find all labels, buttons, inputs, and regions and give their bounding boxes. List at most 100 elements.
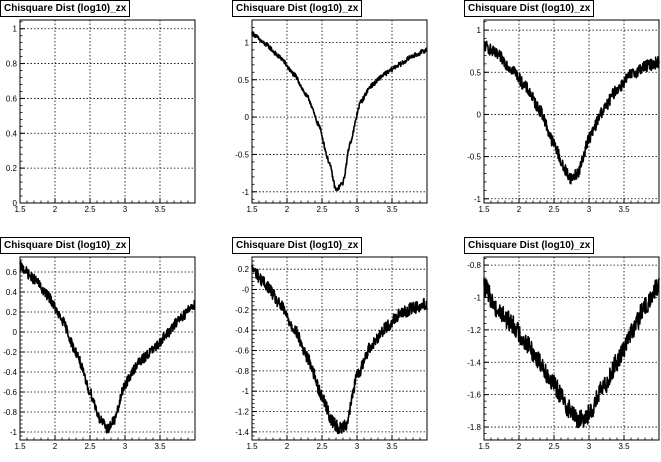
x-tick-label: 3 [355, 442, 360, 451]
pad-5: 1.5 2 2.5 3 3.5 -1.4 -1.2 -1 -0.8 -0.6 -0.4 -0.2 -0 0… [232, 237, 452, 462]
plot-frame [19, 256, 196, 441]
plot-6: 1.5 2 2.5 3 3.5 -1.8 -1.6 -1.4 -1.2 -1 -0.8 [467, 256, 660, 451]
y-tick-label: -0.2 [3, 348, 17, 357]
pad-6: 1.5 2 2.5 3 3.5 -1.8 -1.6 -1.4 -1.2 -1 -0.8 Chisqu… [464, 237, 661, 462]
plot-frame [19, 19, 196, 204]
y-tick-label: 0.2 [6, 308, 18, 317]
data-trace [483, 40, 660, 185]
y-tick-label: 0.4 [6, 129, 18, 138]
data-trace [19, 260, 196, 434]
data-trace [251, 31, 428, 192]
y-tick-label: 0.8 [6, 60, 18, 69]
x-tick-label: 2 [517, 205, 522, 214]
x-tick-label: 2.5 [316, 205, 328, 214]
y-tick-label: -1.6 [467, 391, 481, 400]
y-tick-label: -1 [474, 195, 482, 204]
y-tick-label: -0.6 [3, 388, 17, 397]
pad-title: Chisquare Dist (log10)_zx [464, 237, 595, 254]
y-tick-label: -0.6 [235, 347, 249, 356]
y-tick-label: -0 [242, 286, 250, 295]
pad-title: Chisquare Dist (log10)_zx [0, 237, 131, 254]
plot-frame [483, 256, 660, 441]
plot-4: 1.5 2 2.5 3 3.5 -1 -0.8 -0.6 -0.4 -0.2 0 0.2 0.4 0.6 [3, 256, 196, 451]
y-tick-label: -1.4 [467, 358, 481, 367]
x-tick-label: 3 [123, 205, 128, 214]
x-tick-label: 2.5 [548, 205, 560, 214]
y-tick-label: -0.8 [3, 408, 17, 417]
x-tick-label: 3 [123, 442, 128, 451]
y-tick-label: 1 [245, 38, 250, 47]
x-tick-label: 2 [285, 205, 290, 214]
y-tick-label: 1 [13, 25, 18, 34]
y-tick-label: -1 [474, 293, 482, 302]
y-tick-label: -0.2 [235, 306, 249, 315]
y-tick-label: -1 [10, 428, 18, 437]
y-tick-label: -1.8 [467, 423, 481, 432]
data-trace [483, 278, 660, 429]
x-tick-label: 3 [587, 442, 592, 451]
y-tick-label: -0.8 [235, 367, 249, 376]
y-tick-label: -0.8 [467, 261, 481, 270]
x-tick-label: 1.5 [246, 205, 258, 214]
pad-1: 1.5 2 2.5 3 3.5 0 0.2 0.4 0.6 0.8 1 Chisquare Dist… [0, 0, 220, 225]
x-tick-label: 1.5 [478, 205, 490, 214]
x-tick-label: 2 [517, 442, 522, 451]
x-tick-label: 3.5 [154, 205, 166, 214]
y-tick-label: -1 [242, 387, 250, 396]
y-tick-label: 0.6 [6, 268, 18, 277]
y-tick-label: 0 [13, 199, 18, 208]
plot-2: 1.5 2 2.5 3 3.5 -1 -0.5 0 0.5 1 [235, 19, 428, 214]
plot-3: 1.5 2 2.5 3 3.5 -1 -0.5 0 0.5 1 [467, 19, 660, 214]
x-tick-label: 2.5 [316, 442, 328, 451]
x-tick-label: 1.5 [478, 442, 490, 451]
y-tick-label: -0.4 [235, 326, 249, 335]
x-tick-label: 2 [53, 442, 58, 451]
y-tick-label: -0.5 [467, 153, 481, 162]
x-tick-label: 3.5 [386, 442, 398, 451]
pad-title: Chisquare Dist (log10)_zx [232, 237, 363, 254]
y-tick-label: 0 [13, 328, 18, 337]
plot-frame [251, 19, 428, 204]
x-tick-label: 1.5 [14, 205, 26, 214]
x-tick-label: 3.5 [386, 205, 398, 214]
x-tick-label: 3 [587, 205, 592, 214]
y-tick-label: 0.4 [6, 288, 18, 297]
x-tick-label: 1.5 [246, 442, 258, 451]
y-tick-label: -1.2 [235, 408, 249, 417]
pad-title: Chisquare Dist (log10)_zx [0, 0, 131, 17]
x-tick-label: 3.5 [154, 442, 166, 451]
plot-frame [251, 256, 428, 441]
x-tick-label: 2 [53, 205, 58, 214]
y-tick-label: -0.4 [3, 368, 17, 377]
y-tick-label: 0.2 [238, 265, 250, 274]
x-tick-label: 2 [285, 442, 290, 451]
y-tick-label: 0 [477, 110, 482, 119]
y-tick-label: -1 [242, 188, 250, 197]
pad-4: 1.5 2 2.5 3 3.5 -1 -0.8 -0.6 -0.4 -0.2 0 0.2 0.4 0.6 … [0, 237, 220, 462]
y-tick-label: 0.6 [6, 94, 18, 103]
y-tick-label: 1 [477, 26, 482, 35]
x-tick-label: 2.5 [84, 205, 96, 214]
y-tick-label: 0.2 [6, 164, 18, 173]
x-tick-label: 2.5 [84, 442, 96, 451]
x-tick-label: 2.5 [548, 442, 560, 451]
plot-1: 1.5 2 2.5 3 3.5 0 0.2 0.4 0.6 0.8 1 [6, 19, 196, 214]
pad-3: 1.5 2 2.5 3 3.5 -1 -0.5 0 0.5 1 Chisquare Dist (l… [464, 0, 661, 225]
plot-5: 1.5 2 2.5 3 3.5 -1.4 -1.2 -1 -0.8 -0.6 -0.4 -0.2 -0 0… [235, 256, 428, 451]
x-tick-label: 3 [355, 205, 360, 214]
pad-title: Chisquare Dist (log10)_zx [232, 0, 363, 17]
x-tick-label: 3.5 [618, 442, 630, 451]
pad-2: 1.5 2 2.5 3 3.5 -1 -0.5 0 0.5 1 Chisquare Dist (l… [232, 0, 452, 225]
x-tick-label: 1.5 [14, 442, 26, 451]
plot-frame [483, 19, 660, 204]
data-trace [251, 264, 428, 435]
pad-title: Chisquare Dist (log10)_zx [464, 0, 595, 17]
y-tick-label: 0 [245, 113, 250, 122]
x-tick-label: 3.5 [618, 205, 630, 214]
chart-canvas: 1.5 2 2.5 3 3.5 0 0.2 0.4 0.6 0.8 1 Chisquare Dist… [0, 0, 661, 451]
y-tick-label: -1.2 [467, 326, 481, 335]
y-tick-label: -1.4 [235, 428, 249, 437]
y-tick-label: 0.5 [470, 68, 482, 77]
y-tick-label: 0.5 [238, 76, 250, 85]
y-tick-label: -0.5 [235, 150, 249, 159]
